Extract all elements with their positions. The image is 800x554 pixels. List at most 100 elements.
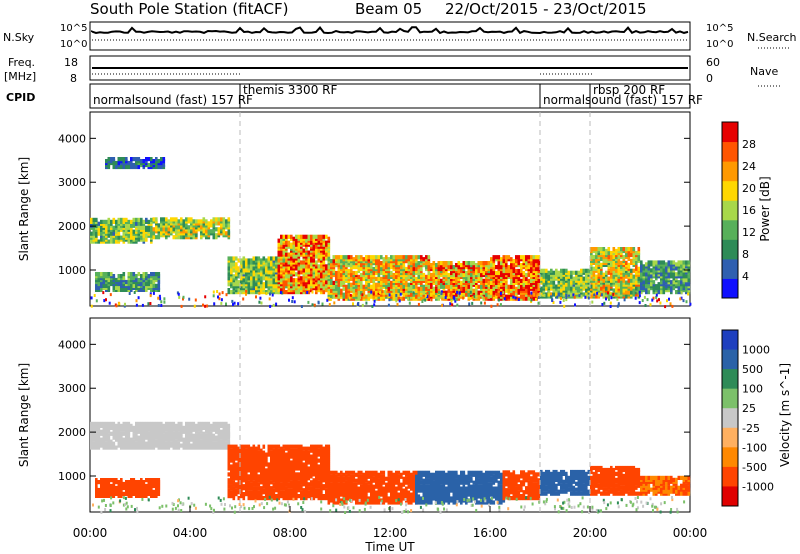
range-gate-cell — [477, 261, 481, 266]
range-gate-cell — [350, 268, 353, 274]
range-gate-cell — [250, 258, 253, 263]
range-gate-cell — [312, 274, 316, 279]
range-gate-cell — [472, 280, 476, 285]
scatter-cell — [265, 292, 268, 296]
range-gate-cell — [277, 268, 281, 273]
range-gate-cell — [532, 263, 536, 268]
range-gate-cell — [175, 217, 178, 222]
scatter-cell — [102, 291, 105, 295]
range-gate-cell — [187, 445, 191, 450]
scatter-cell — [213, 302, 216, 306]
range-gate-cell — [117, 281, 121, 287]
scatter-cell — [321, 302, 324, 306]
range-gate-cell — [620, 280, 623, 285]
range-gate-cell — [145, 425, 148, 430]
range-gate-cell — [140, 225, 143, 230]
range-gate-cell — [537, 278, 541, 283]
range-gate-cell — [452, 265, 456, 270]
range-gate-cell — [125, 491, 128, 496]
range-gate-cell — [490, 280, 493, 285]
range-gate-cell — [440, 278, 443, 283]
range-gate-cell — [397, 255, 401, 260]
range-gate-cell — [92, 217, 96, 222]
range-gate-cell — [212, 421, 216, 426]
range-gate-cell — [127, 443, 131, 448]
range-gate-cell — [212, 223, 216, 228]
range-gate-cell — [332, 255, 336, 260]
range-gate-cell — [182, 235, 186, 240]
range-gate-cell — [590, 266, 593, 271]
range-gate-cell — [520, 278, 523, 283]
range-gate-cell — [285, 252, 288, 257]
range-gate-cell — [290, 234, 293, 239]
range-gate-cell — [515, 259, 518, 264]
scatter-cell — [572, 293, 575, 297]
range-gate-cell — [432, 268, 436, 274]
scatter-cell — [361, 293, 364, 297]
range-gate-cell — [172, 431, 176, 436]
range-gate-cell — [302, 264, 306, 269]
range-gate-cell — [152, 235, 156, 240]
range-gate-cell — [210, 443, 213, 448]
range-gate-cell — [357, 290, 361, 295]
range-gate-cell — [97, 431, 101, 436]
range-gate-cell — [232, 286, 236, 291]
range-gate-cell — [107, 421, 111, 426]
range-gate-cell — [230, 256, 233, 261]
range-gate-cell — [187, 217, 191, 222]
power-heatmap — [90, 157, 692, 309]
range-gate-cell — [312, 284, 316, 289]
range-gate-cell — [130, 423, 133, 428]
range-gate-cell — [102, 489, 106, 494]
scatter-cell — [559, 300, 562, 304]
range-gate-cell — [322, 234, 326, 239]
scatter-cell — [601, 303, 604, 306]
y-tick-label: 2000 — [58, 220, 86, 233]
range-gate-cell — [120, 423, 123, 428]
range-gate-cell — [210, 223, 213, 228]
range-gate-cell — [500, 272, 503, 278]
cpid-label: CPID — [6, 91, 35, 104]
range-gate-cell — [132, 439, 136, 444]
range-gate-cell — [475, 270, 478, 276]
range-gate-cell — [370, 265, 373, 270]
range-gate-cell — [412, 255, 416, 260]
scatter-cell — [307, 300, 310, 304]
scatter-cell — [641, 299, 644, 302]
range-gate-cell — [455, 266, 458, 272]
range-gate-cell — [502, 272, 506, 278]
range-gate-cell — [525, 272, 528, 278]
range-gate-cell — [260, 258, 263, 263]
range-gate-cell — [287, 252, 291, 257]
range-gate-cell — [282, 290, 286, 295]
range-gate-cell — [592, 282, 596, 287]
range-gate-cell — [470, 282, 473, 287]
scatter-cell — [359, 296, 361, 300]
range-gate-cell — [102, 421, 106, 426]
range-gate-cell — [295, 272, 298, 277]
range-gate-cell — [107, 233, 111, 238]
range-gate-cell — [205, 229, 208, 234]
range-gate-cell — [92, 425, 96, 430]
range-gate-cell — [430, 272, 433, 278]
range-gate-cell — [150, 272, 153, 277]
range-gate-cell — [97, 480, 101, 485]
range-gate-cell — [632, 274, 636, 279]
scatter-cell — [671, 304, 674, 308]
range-gate-cell — [130, 478, 133, 483]
range-gate-cell — [180, 217, 183, 222]
range-gate-cell — [147, 478, 151, 483]
range-gate-cell — [97, 285, 101, 290]
scatter-cell — [204, 295, 207, 299]
range-gate-cell — [465, 261, 468, 266]
range-gate-cell — [642, 264, 646, 269]
range-gate-cell — [402, 296, 406, 301]
range-gate-cell — [262, 256, 266, 261]
range-gate-cell — [242, 256, 246, 261]
range-gate-cell — [475, 284, 478, 289]
range-gate-cell — [105, 159, 108, 164]
scatter-cell — [135, 303, 138, 307]
scatter-cell — [128, 292, 131, 295]
range-gate-cell — [165, 217, 168, 222]
range-gate-cell — [295, 284, 298, 289]
